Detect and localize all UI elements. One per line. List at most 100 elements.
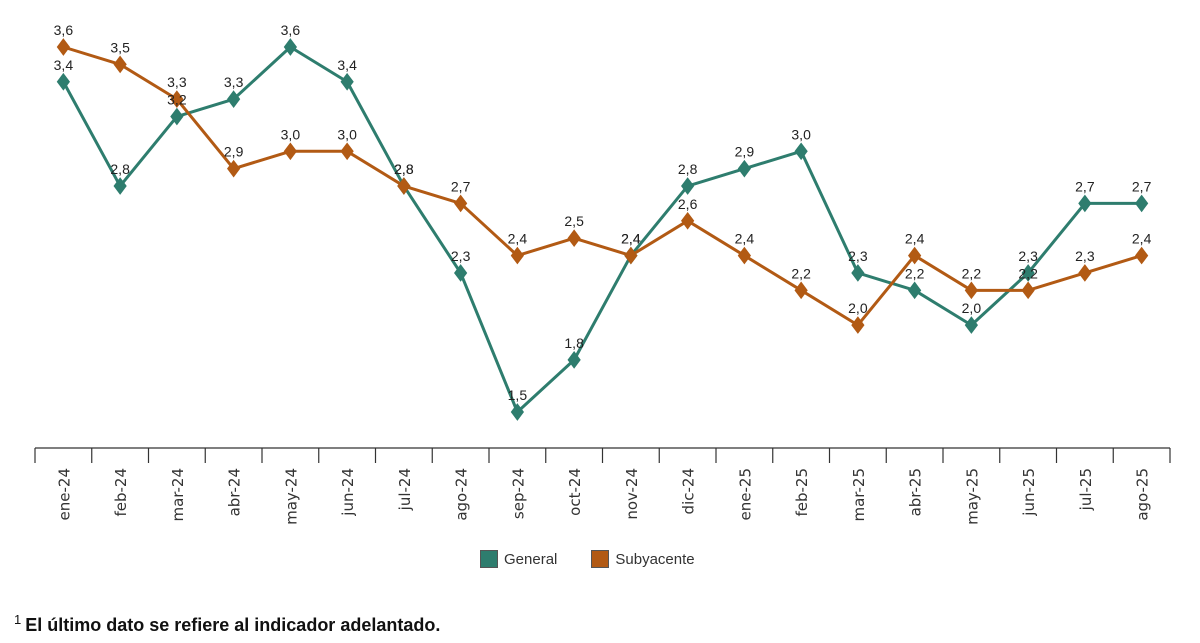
x-tick-label: abr-24 (226, 468, 244, 516)
data-point-general (794, 142, 808, 161)
x-tick-label: feb-24 (112, 468, 130, 517)
data-point-subyacente (56, 38, 70, 56)
data-point-subyacente (340, 142, 354, 161)
data-point-general (170, 107, 184, 126)
data-point-subyacente (681, 211, 695, 230)
data-point-general (340, 72, 354, 91)
series-line-general (62, 45, 1142, 414)
data-point-general (454, 264, 468, 282)
data-point-subyacente (964, 281, 978, 300)
data-point-general (851, 264, 865, 282)
data-label-subyacente: 2,2 (1018, 265, 1038, 281)
data-label-general: 3,6 (281, 22, 301, 38)
data-point-general (56, 72, 70, 91)
data-label-general: 2,0 (962, 300, 982, 316)
data-point-subyacente (113, 55, 127, 74)
data-label-general: 1,5 (508, 387, 528, 403)
data-label-subyacente: 3,0 (281, 126, 301, 142)
data-label-subyacente: 2,7 (451, 178, 471, 194)
footnote-text: El último dato se refiere al indicador a… (25, 615, 441, 635)
data-label-subyacente: 2,5 (564, 213, 584, 229)
data-label-general: 2,8 (110, 161, 130, 177)
data-label-general: 2,7 (1075, 178, 1095, 194)
x-tick-label: mar-25 (850, 468, 868, 522)
data-label-subyacente: 2,4 (508, 231, 528, 247)
data-label-general: 3,4 (337, 57, 357, 73)
x-tick-label: jun-25 (1020, 468, 1038, 517)
legend-item-subyacente: Subyacente (591, 550, 695, 568)
x-tick-label: may-25 (963, 468, 981, 525)
x-tick-label: oct-24 (566, 468, 584, 516)
data-point-general (1021, 264, 1035, 282)
x-tick-label: jul-25 (1077, 468, 1095, 511)
legend-item-general: General (480, 550, 557, 568)
legend-label-subyacente: Subyacente (615, 550, 695, 568)
data-label-general: 1,8 (564, 335, 584, 351)
x-tick-label: feb-25 (793, 468, 811, 517)
data-label-subyacente: 2,4 (621, 231, 641, 247)
x-tick-label: may-24 (282, 468, 300, 525)
data-point-general (681, 177, 695, 195)
data-label-general: 3,4 (54, 57, 74, 73)
data-point-subyacente (794, 281, 808, 300)
x-tick-label: ene-24 (55, 468, 73, 520)
series-line-subyacente (62, 45, 1143, 327)
data-point-subyacente (624, 246, 638, 265)
footnote: 1 El último dato se refiere al indicador … (14, 612, 440, 636)
data-label-general: 3,0 (791, 126, 811, 142)
data-point-general (908, 281, 922, 300)
data-label-subyacente: 2,9 (224, 144, 244, 160)
data-point-subyacente (170, 90, 184, 108)
data-point-subyacente (283, 142, 297, 161)
data-point-subyacente (851, 316, 865, 334)
data-point-subyacente (397, 177, 411, 195)
x-tick-label: sep-24 (509, 468, 527, 519)
data-point-general (283, 38, 297, 56)
legend-swatch-subyacente (591, 550, 610, 568)
data-label-general: 2,3 (848, 248, 868, 264)
x-tick-label: ene-25 (736, 468, 754, 520)
data-label-subyacente: 2,0 (848, 300, 868, 316)
data-label-subyacente: 3,5 (110, 39, 130, 55)
x-tick-label: ago-25 (1134, 468, 1152, 521)
data-point-subyacente (737, 246, 751, 265)
data-label-general: 2,7 (1132, 178, 1152, 194)
data-label-general: 2,8 (678, 161, 698, 177)
x-tick-label: dic-24 (680, 468, 698, 514)
data-point-general (737, 159, 751, 178)
data-point-general (567, 351, 581, 369)
data-label-subyacente: 3,0 (337, 126, 357, 142)
data-point-subyacente (567, 229, 581, 248)
x-tick-label: mar-24 (169, 468, 187, 522)
data-label-subyacente: 2,4 (735, 231, 755, 247)
data-label-general: 3,3 (224, 74, 244, 90)
data-label-general: 2,3 (451, 248, 471, 264)
legend-swatch-general (480, 550, 498, 568)
data-point-subyacente (1078, 264, 1092, 282)
x-tick-label: abr-25 (907, 468, 925, 516)
x-tick-label: jul-24 (396, 468, 414, 511)
data-point-general (113, 177, 127, 195)
x-tick-label: ago-24 (453, 468, 471, 521)
data-point-general (1135, 194, 1149, 213)
data-point-general (227, 90, 241, 108)
data-label-general: 2,3 (1018, 248, 1038, 264)
data-point-subyacente (227, 159, 241, 178)
data-label-general: 3,2 (167, 92, 187, 108)
data-point-general (510, 403, 524, 421)
data-label-general: 2,9 (735, 144, 755, 160)
data-point-subyacente (454, 194, 468, 213)
data-label-subyacente: 2,6 (678, 196, 698, 212)
data-point-subyacente (1135, 246, 1149, 265)
data-point-subyacente (1021, 281, 1035, 300)
data-point-general (964, 316, 978, 334)
data-point-general (1078, 194, 1092, 213)
data-label-general: 2,8 (394, 161, 414, 177)
data-label-subyacente: 2,2 (962, 265, 982, 281)
data-label-subyacente: 2,4 (1132, 231, 1152, 247)
data-point-subyacente (908, 246, 922, 265)
x-tick-label: jun-24 (339, 468, 357, 517)
data-label-general: 2,4 (621, 231, 641, 247)
data-label-subyacente: 2,2 (791, 265, 811, 281)
data-label-subyacente: 3,6 (54, 22, 74, 38)
